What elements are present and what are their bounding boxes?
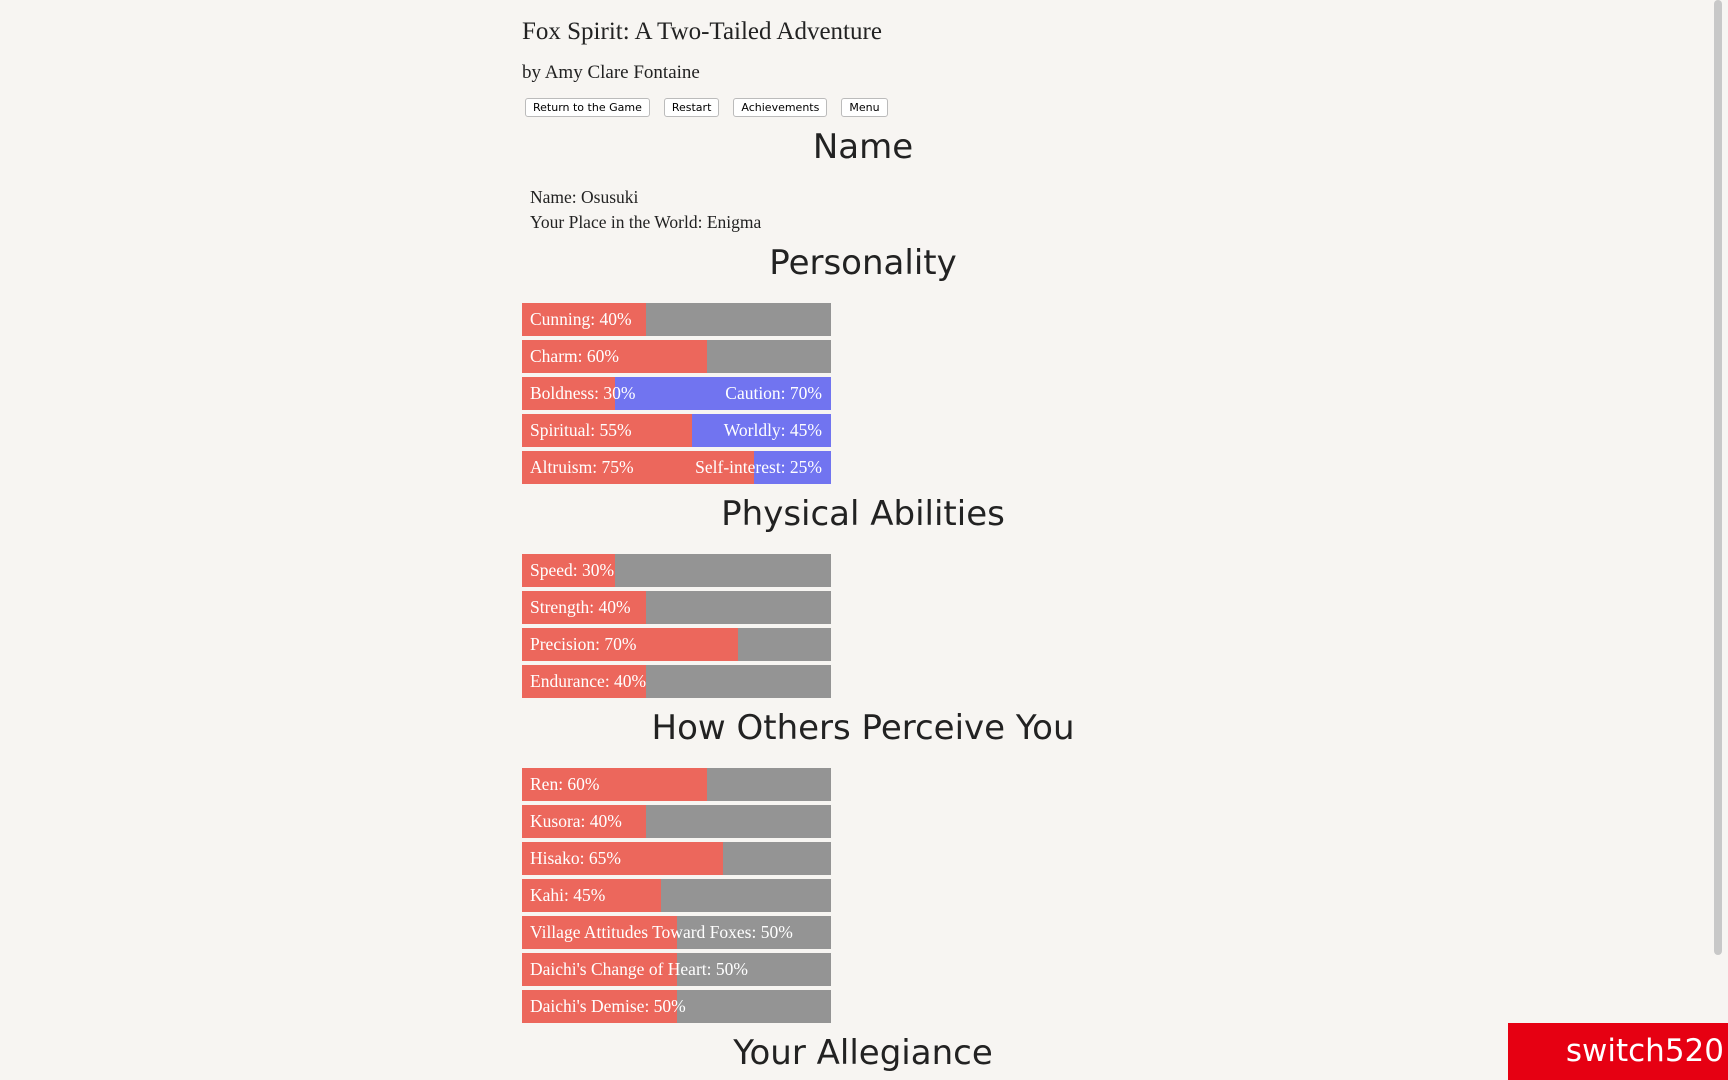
bar-fill	[522, 916, 677, 949]
bar-label: Daichi's Change of Heart: 50%	[530, 959, 748, 979]
stat-bar: Precision: 70%	[522, 628, 831, 661]
stat-bar: Hisako: 65%	[522, 842, 831, 875]
bar-fill	[522, 451, 754, 484]
bar-fill	[522, 377, 615, 410]
stat-bar: Endurance: 40%	[522, 665, 831, 698]
bar-fill-opposed	[691, 414, 831, 447]
section-heading: Personality	[769, 243, 957, 283]
section-heading: Physical Abilities	[721, 494, 1005, 534]
bar-fill	[522, 805, 646, 838]
bar-label: Spiritual: 55%	[530, 420, 632, 440]
bar-fill	[522, 591, 646, 624]
bar-fill-opposed	[753, 451, 831, 484]
bar-label: Daichi's Demise: 50%	[530, 996, 686, 1016]
bar-fill	[522, 628, 739, 661]
bar-label-right: Worldly: 45%	[723, 420, 822, 440]
stat-bar: Boldness: 30% Caution: 70%	[522, 377, 831, 410]
bar-fill	[522, 768, 708, 801]
stat-bar: Cunning: 40%	[522, 303, 831, 336]
bar-fill	[522, 340, 708, 373]
bar-label: Ren: 60%	[530, 774, 600, 794]
bar-fill	[522, 879, 662, 912]
bar-fill	[522, 953, 677, 986]
bar-fill	[522, 990, 677, 1023]
bar-label: Kusora: 40%	[530, 811, 622, 831]
section-heading: How Others Perceive You	[651, 708, 1075, 748]
bar-label: Endurance: 40%	[530, 671, 647, 691]
watermark: switch520	[1508, 1023, 1728, 1080]
bar-label-right: Self-interest: 25%	[695, 457, 822, 477]
bar-fill	[522, 303, 646, 336]
bar-label: Boldness: 30%	[530, 383, 636, 403]
scrollbar[interactable]	[1714, 0, 1722, 955]
game-title: Fox Spirit: A Two-Tailed Adventure	[522, 18, 882, 45]
bar-label: Precision: 70%	[530, 634, 637, 654]
bar-label: Hisako: 65%	[530, 848, 621, 868]
bar-fill	[522, 842, 723, 875]
bar-fill	[522, 414, 692, 447]
bar-fill	[522, 554, 615, 587]
bar-fill-opposed	[614, 377, 831, 410]
nav-button[interactable]: Return to the Game	[525, 98, 650, 117]
section-heading: Your Allegiance	[733, 1033, 993, 1073]
button-row: Return to the Game Restart Achievements Men…	[525, 98, 1204, 117]
section-heading: Name	[812, 127, 914, 167]
bar-fill	[522, 665, 646, 698]
bar-label: Altruism: 75%	[530, 457, 634, 477]
bar-label: Cunning: 40%	[530, 309, 632, 329]
bar-label: Charm: 60%	[530, 346, 619, 366]
stat-bar: Ren: 60%	[522, 768, 831, 801]
stat-text: Your Place in the World: Enigma	[530, 212, 762, 232]
bar-label-right: Caution: 70%	[725, 383, 822, 403]
stat-bar: Kusora: 40%	[522, 805, 831, 838]
stat-bar: Altruism: 75% Self-interest: 25%	[522, 451, 831, 484]
nav-button[interactable]: Menu	[841, 98, 888, 117]
stats-panel: Fox Spirit: A Two-Tailed Adventure by Am…	[522, 18, 1204, 1080]
stat-bar: Daichi's Demise: 50%	[522, 990, 831, 1023]
nav-button[interactable]: Achievements	[733, 98, 828, 117]
stat-bar: Village Attitudes Toward Foxes: 50%	[522, 916, 831, 949]
stat-bar: Speed: 30%	[522, 554, 831, 587]
stat-text: Name: Osusuki	[530, 187, 639, 207]
nav-button[interactable]: Restart	[663, 98, 720, 117]
stat-bar: Charm: 60%	[522, 340, 831, 373]
bar-label: Strength: 40%	[530, 597, 631, 617]
stat-bar: Kahi: 45%	[522, 879, 831, 912]
stat-bar: Spiritual: 55% Worldly: 45%	[522, 414, 831, 447]
bar-label: Speed: 30%	[530, 560, 615, 580]
byline: by Amy Clare Fontaine	[522, 62, 700, 83]
stat-bar: Daichi's Change of Heart: 50%	[522, 953, 831, 986]
bar-label: Village Attitudes Toward Foxes: 50%	[530, 922, 793, 942]
bar-label: Kahi: 45%	[530, 885, 606, 905]
sections: Name Name: Osusuki Your Place in the World…	[522, 127, 1204, 1073]
stat-bar: Strength: 40%	[522, 591, 831, 624]
